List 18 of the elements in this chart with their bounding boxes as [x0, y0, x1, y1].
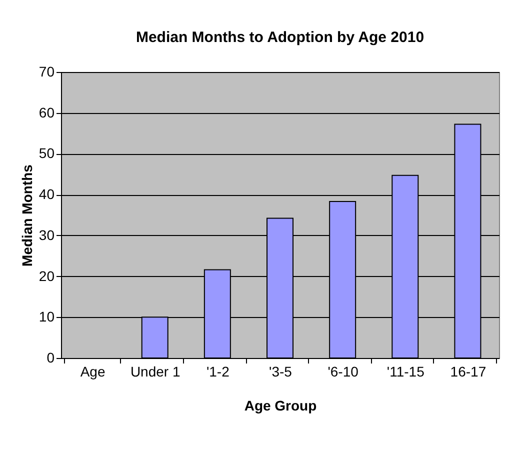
x-tick-label: '1-2: [206, 364, 230, 380]
x-tick-label: Under 1: [130, 364, 180, 380]
chart-title: Median Months to Adoption by Age 2010: [136, 29, 424, 46]
y-tick-label: 70: [38, 64, 55, 80]
y-tick-label: 20: [38, 268, 55, 284]
x-axis-title: Age Group: [244, 398, 317, 414]
y-tick-label: 10: [38, 308, 55, 325]
x-tick-label: Age: [80, 364, 106, 380]
y-axis-title: Median Months: [18, 164, 35, 266]
y-tick-label: 30: [38, 226, 55, 243]
x-tick-label: 16-17: [450, 364, 486, 380]
x-tick-label: '3-5: [269, 364, 292, 380]
y-tick-label: 50: [38, 145, 55, 162]
y-tick-label: 60: [38, 104, 55, 120]
y-tick-label: 40: [38, 186, 55, 202]
y-tick-label: 0: [46, 350, 55, 366]
x-tick-label: '6-10: [328, 364, 359, 380]
x-tick-label: '11-15: [386, 364, 425, 380]
